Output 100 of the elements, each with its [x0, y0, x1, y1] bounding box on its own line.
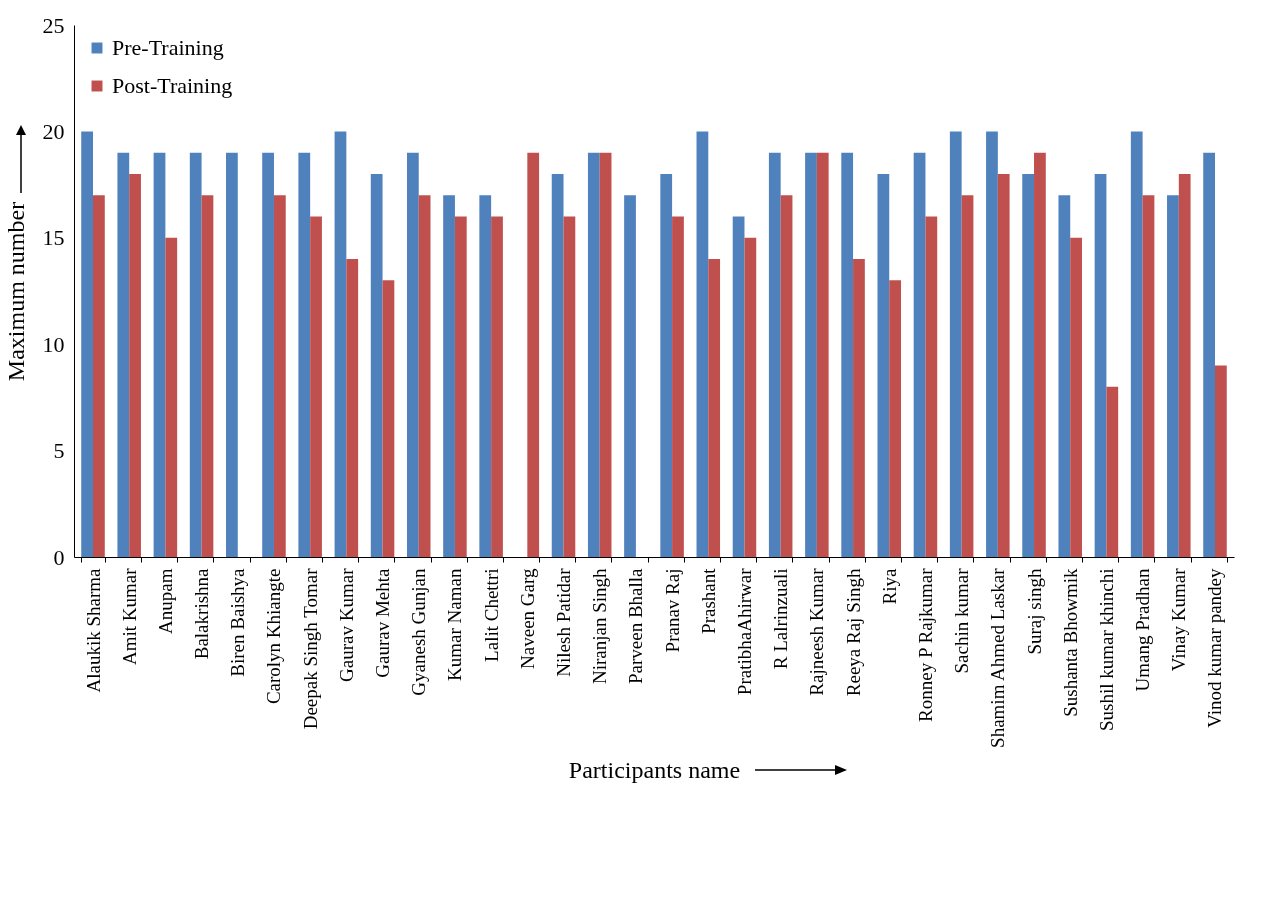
- x-tick-label: Amit Kumar: [118, 567, 140, 666]
- bar: [527, 152, 540, 557]
- x-tick-label: Sachin kumar: [951, 567, 973, 674]
- bar: [129, 173, 141, 557]
- bar: [624, 195, 636, 557]
- x-axis-title: Participants name: [568, 756, 741, 783]
- bar: [913, 152, 926, 557]
- bar: [370, 173, 383, 557]
- bar: [696, 131, 709, 557]
- x-tick-label: Niranjan Singh: [589, 568, 611, 685]
- x-tick-label: Lalit Chettri: [480, 568, 502, 662]
- bar: [672, 216, 684, 557]
- bar: [768, 152, 781, 557]
- legend-label: Post-Training: [112, 73, 233, 98]
- bar: [201, 195, 214, 557]
- bar: [1034, 152, 1046, 557]
- x-tick-label: Kumar Naman: [444, 568, 466, 681]
- x-tick-label: Deepak Singh Tomar: [299, 567, 321, 730]
- x-tick-label: Vinay Kumar: [1168, 567, 1190, 672]
- x-tick-label: Sushanta Bhowmik: [1059, 568, 1081, 717]
- bar: [1203, 152, 1215, 557]
- bar: [877, 173, 890, 557]
- bar: [563, 216, 576, 557]
- x-tick-label: Anupam: [154, 568, 176, 634]
- bar: [153, 152, 166, 557]
- bar: [165, 237, 178, 557]
- bar: [406, 152, 419, 557]
- y-axis-title: Maximum number: [2, 201, 29, 382]
- bar: [744, 237, 757, 557]
- x-tick-label: Suraj singh: [1023, 568, 1045, 655]
- x-tick-label: Biren Baishya: [227, 567, 249, 677]
- bar: [418, 195, 431, 557]
- bar: [81, 131, 93, 557]
- bar: [491, 216, 503, 557]
- bar: [443, 195, 455, 557]
- bar: [273, 195, 286, 557]
- x-tick-label: Carolyn Khiangte: [263, 568, 285, 705]
- x-tick-label: PratibhaAhirwar: [733, 567, 755, 696]
- bar: [1142, 195, 1155, 557]
- y-tick-label: 0: [53, 544, 65, 570]
- bar: [226, 152, 238, 557]
- bar: [986, 131, 998, 557]
- x-tick-label: Gaurav Mehta: [372, 567, 394, 678]
- bar: [780, 195, 793, 557]
- x-tick-label: Parveen Bhalla: [625, 567, 647, 685]
- x-tick-label: Gaurav Kumar: [335, 567, 357, 682]
- x-tick-label: Sushil kumar khinchi: [1095, 568, 1117, 732]
- bar: [117, 152, 130, 557]
- bar: [1130, 131, 1143, 557]
- bar: [346, 259, 359, 557]
- bar: [1178, 173, 1191, 557]
- y-tick-label: 10: [42, 331, 65, 357]
- bar: [805, 152, 817, 557]
- bar: [925, 216, 938, 557]
- bar: [853, 259, 865, 557]
- y-tick-label: 20: [42, 118, 65, 144]
- bar: [1022, 173, 1035, 557]
- bar: [660, 173, 673, 557]
- x-tick-label: Umang Pradhan: [1132, 568, 1154, 692]
- x-tick-label: R Lalrinzuali: [770, 568, 792, 670]
- bar: [587, 152, 600, 557]
- x-tick-label: Naveen Garg: [516, 568, 538, 669]
- bar: [551, 173, 564, 557]
- bar: [599, 152, 612, 557]
- x-tick-label: Pranav Raj: [661, 568, 683, 653]
- bar: [1215, 365, 1227, 557]
- bar: [334, 131, 347, 557]
- bar: [298, 152, 311, 557]
- bar: [949, 131, 962, 557]
- x-tick-label: Balakrishna: [191, 567, 213, 660]
- bar: [189, 152, 202, 557]
- y-tick-label: 25: [42, 12, 65, 38]
- x-tick-label: Reeya Raj Singh: [842, 568, 864, 697]
- x-tick-label: Riya: [878, 567, 900, 605]
- bar: [1094, 173, 1107, 557]
- bar: [841, 152, 854, 557]
- bar: [310, 216, 322, 557]
- bar: [479, 195, 492, 557]
- bar: [454, 216, 467, 557]
- x-tick-label: Prashant: [697, 567, 719, 634]
- bar: [997, 173, 1010, 557]
- bar: [262, 152, 274, 557]
- legend-label: Pre-Training: [112, 35, 224, 60]
- bar: [1070, 237, 1082, 557]
- x-tick-label: Vinod kumar pandey: [1204, 568, 1226, 728]
- bar: [889, 280, 902, 557]
- bar: [1106, 386, 1119, 557]
- x-tick-label: Gyanesh Gunjan: [408, 568, 430, 696]
- x-tick-label: Shamim Ahmed Laskar: [987, 567, 1009, 748]
- bar: [93, 195, 105, 557]
- bar: [1167, 195, 1179, 557]
- x-tick-label: Rajneesh Kumar: [806, 567, 828, 696]
- bar: [708, 259, 721, 557]
- bar: [816, 152, 829, 557]
- bar: [382, 280, 395, 557]
- bar: [732, 216, 745, 557]
- bar: [961, 195, 974, 557]
- x-tick-label: Alaukik Sharma: [82, 567, 104, 693]
- y-tick-label: 15: [42, 225, 65, 251]
- x-tick-label: Ronney P Rajkumar: [914, 567, 936, 722]
